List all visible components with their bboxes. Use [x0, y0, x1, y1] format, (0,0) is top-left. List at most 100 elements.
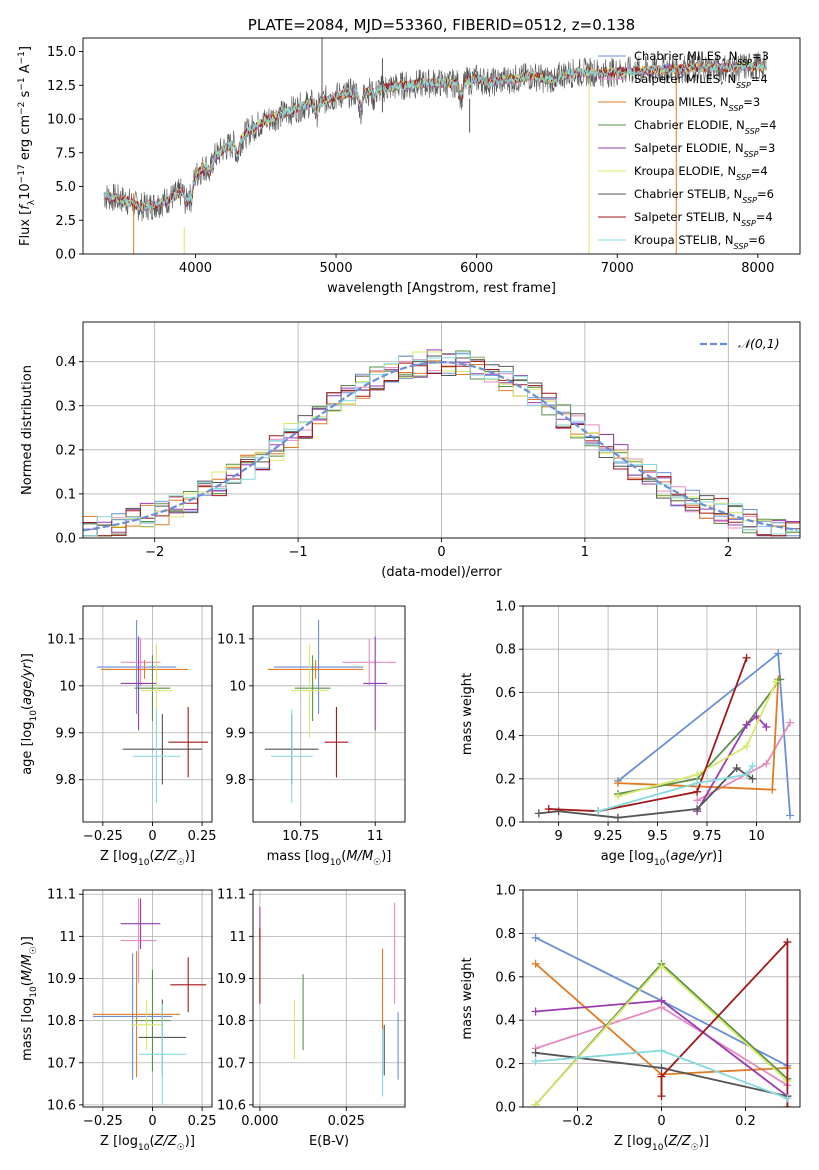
- x-tick-label: 7000: [601, 261, 634, 276]
- errorbar-point-salpeter-stelib: [170, 957, 207, 1013]
- x-tick-label: 1: [581, 545, 589, 560]
- series-marker: [786, 718, 795, 727]
- legend-entry: Salpeter STELIB, NSSP=4: [634, 210, 773, 228]
- y-tick-label: 15.0: [47, 45, 76, 60]
- series-marker: [657, 1092, 666, 1101]
- errorbar-point-chabrier-elodie: [134, 655, 171, 722]
- legend-entry: Chabrier STELIB, NSSP=6: [634, 187, 774, 205]
- axes-frame: [82, 605, 213, 823]
- errorbar-point-chabrier-miles: [92, 953, 173, 1080]
- chart-mass-weight-vs-z: −0.2 0 0.2 0.0 0.2 0.4 0.6 0.8 1.0 Z [log10(Z/Z☉)…: [460, 884, 801, 1153]
- y-tick-label: 10.7: [217, 1056, 246, 1071]
- y-tick-label: 0.1: [55, 487, 76, 502]
- x-tick-label: −0.25: [83, 1114, 123, 1129]
- series-line-chabrier-elodie: [617, 678, 781, 795]
- x-tick-label: 0.025: [328, 1114, 365, 1129]
- series-marker: [657, 961, 666, 970]
- series-marker: [732, 764, 741, 772]
- x-tick-label: 9.25: [594, 829, 623, 844]
- y-axis-label: mass weight: [460, 673, 475, 755]
- series-marker: [531, 1100, 540, 1107]
- axes-frame: [252, 889, 406, 1108]
- series-marker: [613, 792, 622, 801]
- x-tick-label: 9.75: [693, 829, 722, 844]
- y-axis-label: Flux [fλ10−17 erg cm−2 s−1 A−1]: [17, 46, 37, 246]
- y-tick-label: 0.0: [55, 532, 76, 547]
- series-marker: [783, 1103, 792, 1107]
- errorbar-point-salpeter-elodie: [120, 898, 161, 949]
- series-marker: [693, 805, 702, 814]
- series-line-salpeter-stelib: [548, 657, 748, 813]
- errorbar-point-chabrier-miles: [96, 620, 177, 714]
- chart-title: PLATE=2084, MJD=53360, FIBERID=0512, z=0…: [248, 16, 635, 34]
- x-tick-label: 2: [724, 545, 732, 560]
- spectrum-line-kroupa-stelib: [103, 61, 767, 211]
- histogram-salpeter-stelib: [83, 360, 800, 537]
- x-tick-label: 9: [554, 829, 562, 844]
- legend: Chabrier MILES, NSSP=3 Salpeter MILES, NS…: [598, 49, 776, 251]
- y-tick-label: 10.0: [47, 113, 76, 128]
- y-tick-label: 10.6: [217, 1098, 246, 1113]
- y-tick-label: 1.0: [495, 884, 516, 899]
- x-tick-label: −1: [289, 545, 308, 560]
- y-tick-label: 9.9: [225, 726, 246, 741]
- series-marker: [657, 1072, 666, 1081]
- plot-area: [534, 649, 795, 822]
- errorbar-point-salpeter-elodie: [120, 636, 157, 731]
- y-tick-label: 10.1: [217, 632, 246, 647]
- series-line-kroupa-stelib: [597, 765, 754, 813]
- x-axis-label: (data-model)/error: [381, 565, 502, 580]
- x-tick-label: 0.000: [241, 1114, 278, 1129]
- legend-entry: Kroupa STELIB, NSSP=6: [634, 233, 765, 251]
- series-marker: [762, 759, 771, 768]
- series-marker: [531, 1057, 540, 1066]
- x-tick-label: 8000: [741, 261, 774, 276]
- y-tick-label: 11: [59, 930, 76, 945]
- legend-entry: 𝒩(0,1): [738, 336, 780, 351]
- y-tick-label: 2.5: [55, 214, 76, 229]
- y-tick-label: 0.8: [495, 927, 516, 942]
- legend-entry: Salpeter MILES, NSSP=4: [634, 72, 768, 90]
- errorbar-point-chabrier-miles: [273, 620, 364, 714]
- series-marker: [531, 1007, 540, 1016]
- series-marker: [786, 811, 795, 820]
- y-tick-label: 0.8: [495, 643, 516, 658]
- series-marker: [554, 807, 563, 816]
- y-tick-label: 9.8: [55, 773, 76, 788]
- y-tick-label: 0.4: [495, 1014, 516, 1029]
- errorbar-point-chabrier-elodie: [134, 970, 171, 1072]
- series-marker: [613, 813, 622, 822]
- y-tick-label: 0.2: [495, 1057, 516, 1072]
- x-tick-label: 10.75: [282, 829, 319, 844]
- axes-frame: [252, 605, 406, 823]
- series-marker: [748, 761, 757, 770]
- series-line-kroupa-elodie: [617, 681, 778, 797]
- y-tick-label: 10.8: [47, 1014, 76, 1029]
- x-tick-label: 9.5: [647, 829, 668, 844]
- series-marker: [783, 1094, 792, 1103]
- errorbar-point-kroupa-miles: [100, 660, 189, 679]
- y-tick-label: 0.2: [495, 772, 516, 787]
- y-tick-label: 5.0: [55, 180, 76, 195]
- x-tick-label: 10: [748, 829, 765, 844]
- plot-area: [531, 933, 792, 1107]
- plot-area: [92, 898, 207, 1105]
- y-tick-label: 10: [229, 679, 246, 694]
- series-marker: [693, 779, 702, 788]
- x-tick-label: −2: [145, 545, 164, 560]
- legend-entry: Salpeter ELODIE, NSSP=3: [634, 141, 775, 159]
- series-marker: [742, 770, 751, 779]
- y-axis-label: age [log10(age/yr)]: [20, 653, 39, 775]
- y-tick-label: 0.3: [55, 399, 76, 414]
- series-marker: [531, 959, 540, 968]
- series-marker: [657, 1046, 666, 1055]
- errorbar-point-kroupa-elodie: [130, 999, 163, 1051]
- series-marker: [534, 809, 543, 818]
- x-tick-label: 4000: [179, 261, 212, 276]
- histogram-chabrier-stelib: [83, 355, 800, 537]
- y-tick-label: 10.6: [47, 1098, 76, 1113]
- x-axis-label: E(B-V): [309, 1134, 349, 1149]
- y-tick-label: 10: [59, 679, 76, 694]
- series-marker: [742, 720, 751, 729]
- histogram-kroupa-stelib: [83, 353, 800, 537]
